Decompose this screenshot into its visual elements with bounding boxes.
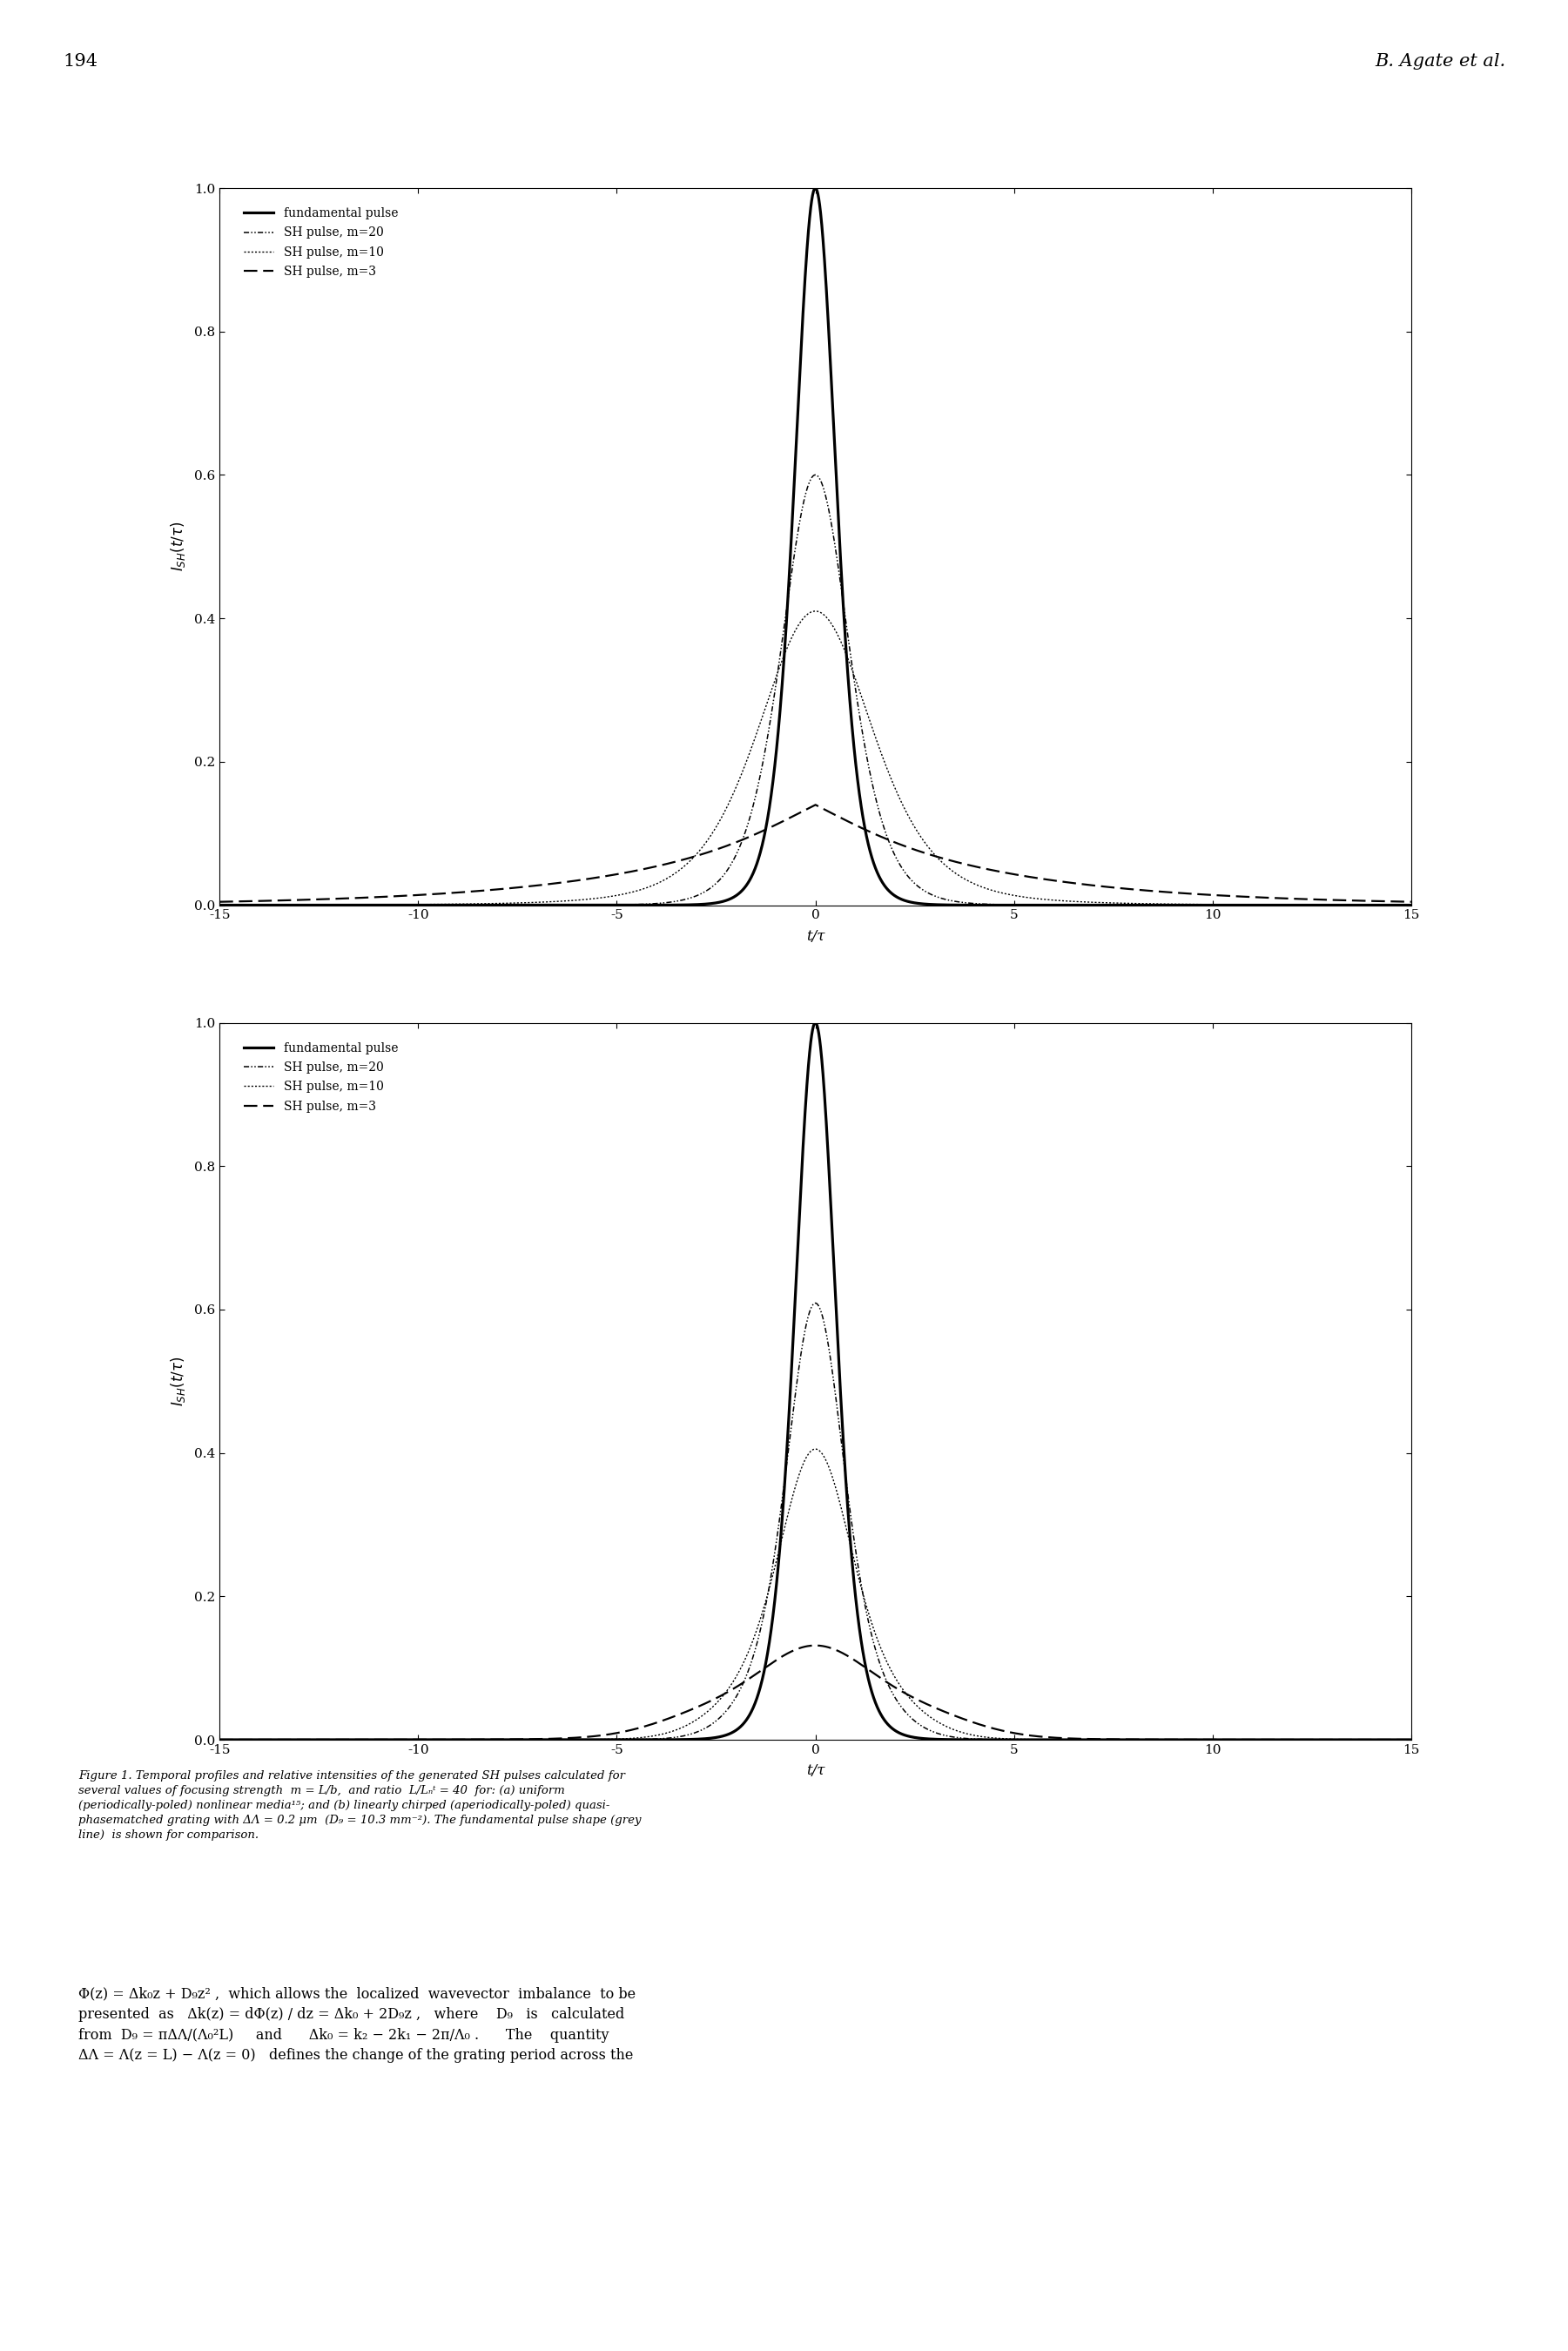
X-axis label: t/τ: t/τ [806, 1763, 825, 1777]
Legend: fundamental pulse, SH pulse, m=20, SH pulse, m=10, SH pulse, m=3: fundamental pulse, SH pulse, m=20, SH pu… [237, 1037, 405, 1119]
Text: B. Agate et al.: B. Agate et al. [1375, 52, 1505, 71]
Legend: fundamental pulse, SH pulse, m=20, SH pulse, m=10, SH pulse, m=3: fundamental pulse, SH pulse, m=20, SH pu… [237, 202, 405, 284]
X-axis label: t/τ: t/τ [806, 929, 825, 943]
Text: Φ(z) = Δk₀z + D₉z² ,  which allows the  localized  wavevector  imbalance  to be
: Φ(z) = Δk₀z + D₉z² , which allows the lo… [78, 1987, 635, 2062]
Y-axis label: $I_{SH}(t/\tau)$: $I_{SH}(t/\tau)$ [169, 1357, 187, 1406]
Text: Figure 1. Temporal profiles and relative intensities of the generated SH pulses : Figure 1. Temporal profiles and relative… [78, 1770, 641, 1841]
Text: 194: 194 [63, 52, 97, 71]
Y-axis label: $I_{SH}(t/\tau)$: $I_{SH}(t/\tau)$ [169, 522, 187, 571]
